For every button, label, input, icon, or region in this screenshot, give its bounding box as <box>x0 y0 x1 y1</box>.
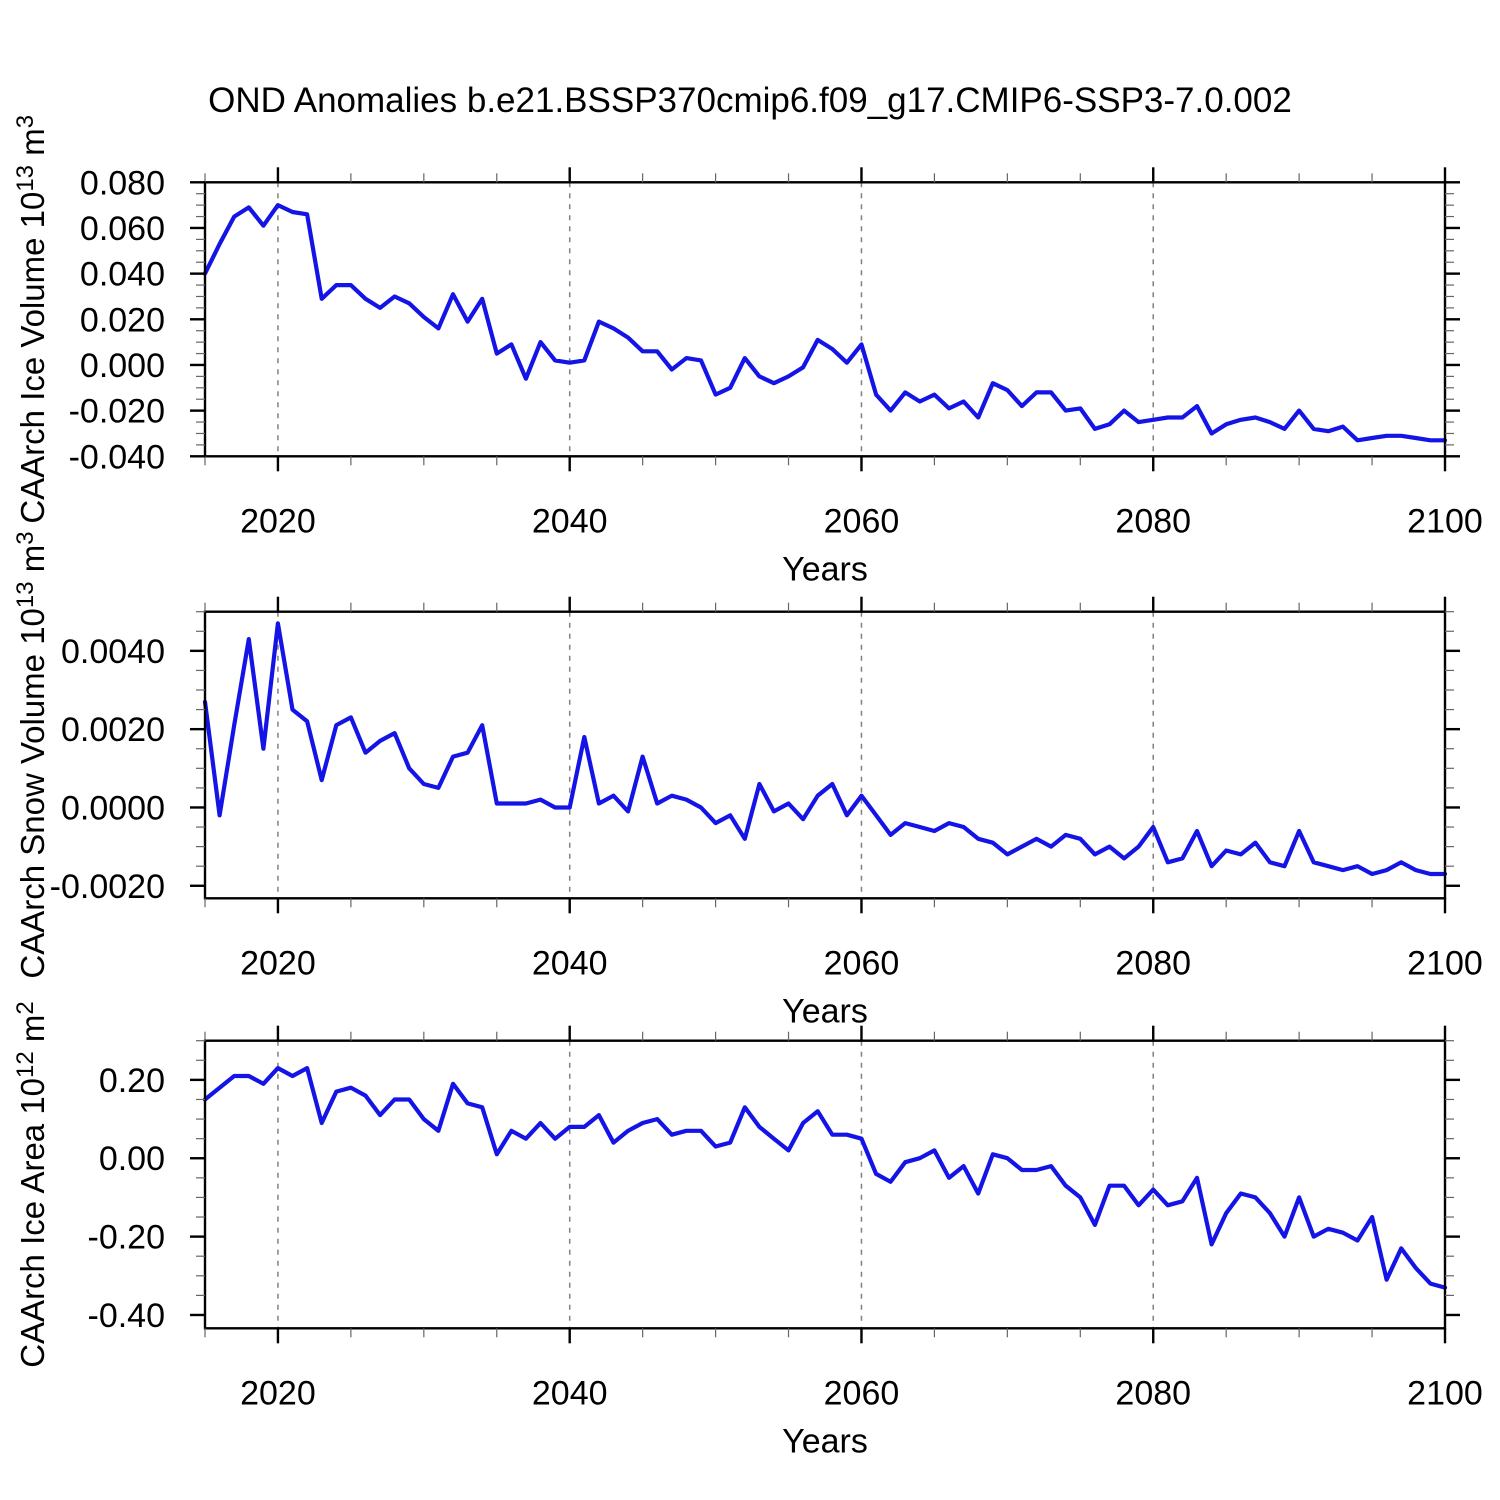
x-tick-label: 2100 <box>1407 502 1483 540</box>
x-tick-label: 2060 <box>824 502 900 540</box>
y-tick-label: 0.0020 <box>61 711 165 749</box>
x-tick-label: 2080 <box>1115 502 1191 540</box>
x-tick-label: 2100 <box>1407 1374 1483 1412</box>
axis-ticks <box>190 1025 1460 1344</box>
panel-ice-volume: 0.080 0.060 0.040 0.020 0.000 -0.020 -0.040 202… <box>12 115 1483 588</box>
y-tick-label: 0.060 <box>80 210 165 248</box>
y-tick-label: -0.40 <box>88 1297 166 1335</box>
y-tick-label: 0.20 <box>99 1062 165 1100</box>
x-tick-label: 2040 <box>532 502 608 540</box>
y-tick-label: 0.000 <box>80 347 165 385</box>
axis-ticks <box>190 167 1460 472</box>
y-tick-label: -0.040 <box>69 438 165 476</box>
panel-ice-area: 0.20 0.00 -0.20 -0.40 2020 2040 2060 2080 2100 Ye… <box>12 1001 1483 1460</box>
x-tick-label: 2080 <box>1115 944 1191 982</box>
series-line <box>202 203 1448 443</box>
x-tick-label: 2020 <box>240 944 316 982</box>
y-axis-title: CAArch Snow Volume 1013 m3 <box>12 531 51 978</box>
panels-container: 0.080 0.060 0.040 0.020 0.000 -0.020 -0.040 202… <box>12 115 1483 1460</box>
x-axis-title: Years <box>782 550 868 588</box>
figure-title: OND Anomalies b.e21.BSSP370cmip6.f09_g17… <box>208 81 1292 120</box>
y-tick-label: 0.080 <box>80 164 165 202</box>
y-tick-label: 0.0040 <box>61 633 165 671</box>
series-line <box>202 1065 1448 1290</box>
axis-ticks <box>190 596 1460 914</box>
x-tick-label: 2080 <box>1115 1374 1191 1412</box>
x-tick-label: 2040 <box>532 944 608 982</box>
y-axis-title: CAArch Ice Area 1012 m2 <box>12 1001 51 1368</box>
y-tick-label: -0.0020 <box>50 868 165 906</box>
x-tick-label: 2100 <box>1407 944 1483 982</box>
x-tick-label: 2060 <box>824 944 900 982</box>
x-tick-label: 2040 <box>532 1374 608 1412</box>
y-tick-label: 0.0000 <box>61 789 165 827</box>
y-tick-label: -0.020 <box>69 393 165 431</box>
y-tick-label: -0.20 <box>88 1219 166 1257</box>
x-axis-title: Years <box>782 992 868 1030</box>
plot-frame <box>203 1039 1447 1330</box>
plot-frame <box>203 610 1447 900</box>
panel-snow-volume: 0.0040 0.0020 0.0000 -0.0020 2020 2040 2060 208… <box>12 531 1483 1030</box>
y-axis-title: CAArch Ice Volume 1013 m3 <box>12 115 51 524</box>
x-axis-title: Years <box>782 1422 868 1460</box>
x-tick-label: 2020 <box>240 1374 316 1412</box>
y-tick-label: 0.020 <box>80 301 165 339</box>
series-line <box>202 621 1448 877</box>
x-tick-label: 2060 <box>824 1374 900 1412</box>
y-tick-label: 0.00 <box>99 1140 165 1178</box>
y-tick-label: 0.040 <box>80 256 165 294</box>
x-tick-label: 2020 <box>240 502 316 540</box>
